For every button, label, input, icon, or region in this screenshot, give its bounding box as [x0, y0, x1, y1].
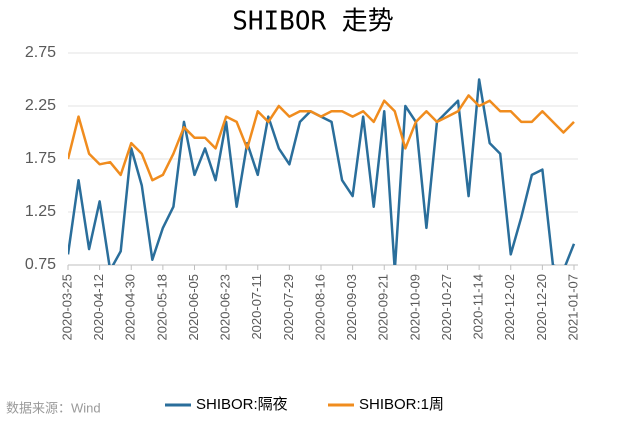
plot-area: [68, 78, 576, 265]
y-tick-label: 0.75: [25, 256, 56, 273]
x-tick-label: 2020-04-30: [123, 274, 138, 341]
series-line: [68, 94, 575, 182]
x-tick-label: 2020-06-05: [186, 274, 201, 341]
x-tick-label: 2020-09-03: [344, 274, 359, 341]
x-tick-label: 2020-11-14: [471, 274, 486, 340]
legend-label: SHIBOR:隔夜: [196, 396, 288, 413]
x-tick-label: 2020-12-02: [502, 274, 517, 341]
y-tick-label: 2.75: [25, 44, 56, 61]
x-tick-label: 2020-04-12: [91, 274, 106, 341]
x-tick-label: 2020-07-11: [249, 274, 264, 340]
x-tick-label: 2020-10-27: [439, 274, 454, 341]
legend-label: SHIBOR:1周: [359, 396, 444, 413]
y-tick-label: 1.25: [25, 203, 56, 220]
x-tick-label: 2020-10-09: [407, 274, 422, 341]
x-tick-label: 2020-12-20: [534, 274, 549, 341]
y-tick-label: 2.25: [25, 97, 56, 114]
source-note: 数据来源：Wind: [6, 400, 101, 415]
x-tick-label: 2020-05-18: [154, 274, 169, 341]
x-tick-label: 2020-07-29: [281, 274, 296, 341]
x-tick-label: 2020-09-21: [376, 274, 391, 341]
chart-title: SHIBOR 走势: [232, 7, 394, 37]
x-tick-label: 2020-06-23: [218, 274, 233, 341]
x-tick-label: 2020-08-16: [312, 274, 327, 341]
x-tick-label: 2021-01-07: [565, 274, 580, 341]
x-tick-label: 2020-03-25: [59, 274, 74, 341]
y-tick-label: 1.75: [25, 150, 56, 167]
